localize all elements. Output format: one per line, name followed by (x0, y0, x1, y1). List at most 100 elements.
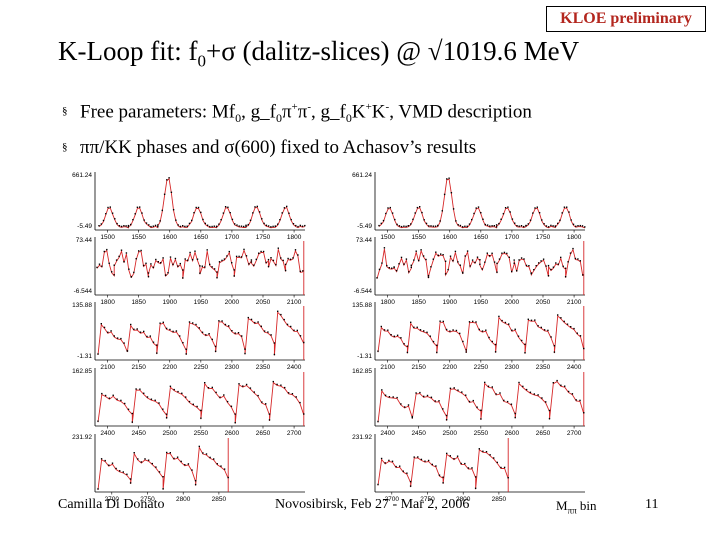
data-point (204, 266, 206, 268)
data-point (223, 258, 226, 260)
data-point (156, 352, 158, 354)
data-point (283, 207, 286, 209)
x-tick-label: 2200 (163, 364, 178, 371)
data-point (250, 318, 253, 321)
data-point (493, 457, 495, 459)
data-point (502, 213, 505, 215)
data-point (441, 210, 443, 212)
data-point (468, 223, 471, 225)
data-point (205, 334, 207, 336)
data-point (538, 262, 540, 264)
data-point (506, 400, 509, 403)
data-point (437, 254, 439, 256)
data-point (215, 391, 217, 394)
data-point (442, 408, 444, 410)
data-point (226, 400, 229, 403)
x-tick-label: 2400 (567, 364, 582, 371)
y-max-label: 73.44 (76, 237, 93, 244)
x-tick-label: 2300 (225, 364, 240, 371)
data-point (550, 336, 552, 338)
x-tick-label: 1900 (163, 299, 178, 306)
data-point (550, 224, 552, 227)
data-point (425, 222, 428, 225)
data-point (198, 327, 200, 329)
data-point (524, 352, 526, 354)
data-point (487, 385, 490, 387)
data-point (496, 461, 498, 464)
x-tick-label: 2400 (287, 364, 302, 371)
data-point (541, 219, 543, 221)
x-tick-label: 2100 (100, 364, 115, 371)
data-point (491, 340, 493, 343)
data-point (116, 222, 118, 225)
data-point (256, 205, 258, 208)
data-point (499, 392, 501, 394)
data-point (240, 256, 243, 258)
data-point (260, 325, 262, 327)
data-point (172, 263, 174, 266)
data-point (498, 222, 500, 225)
data-point (482, 218, 484, 220)
data-point (224, 323, 227, 326)
data-point (155, 466, 157, 468)
x-tick-label: 2650 (256, 430, 271, 437)
data-point (447, 268, 449, 271)
data-point (214, 345, 217, 348)
data-point (488, 336, 490, 339)
data-point (260, 250, 262, 253)
data-point (108, 262, 110, 264)
data-point (573, 327, 575, 330)
data-point (299, 224, 301, 227)
data-point (111, 212, 114, 214)
data-point (150, 263, 152, 265)
data-point (462, 271, 464, 274)
x-tick-label: 1950 (474, 299, 489, 306)
data-point (137, 458, 139, 460)
data-point (420, 249, 422, 251)
data-point (129, 478, 132, 480)
data-point (151, 462, 153, 465)
data-point (583, 412, 585, 414)
data-point (179, 335, 181, 337)
bullet-marker: § (62, 141, 68, 154)
data-point (209, 263, 211, 266)
data-point (206, 249, 208, 251)
data-point (444, 273, 447, 275)
data-point (436, 344, 438, 346)
data-point (462, 226, 464, 228)
data-point (257, 321, 259, 323)
data-point (525, 224, 527, 227)
data-point (489, 225, 491, 227)
data-point (209, 225, 211, 228)
data-point (191, 259, 194, 261)
data-point (130, 223, 132, 226)
data-point (388, 267, 390, 269)
data-point (231, 330, 233, 332)
data-point (108, 397, 111, 399)
data-point (126, 350, 129, 352)
data-point (541, 397, 543, 399)
data-point (164, 274, 167, 276)
data-point (494, 351, 497, 353)
data-point (250, 261, 253, 263)
data-point (96, 266, 98, 269)
data-point (514, 222, 516, 224)
data-point (135, 258, 137, 260)
data-point (97, 420, 99, 422)
data-point (157, 225, 159, 228)
title-sub: 0 (197, 51, 206, 71)
data-point (142, 264, 145, 267)
data-point (432, 258, 434, 260)
data-point (572, 223, 575, 225)
data-point (481, 330, 484, 332)
data-point (480, 418, 482, 420)
data-point (564, 267, 567, 269)
x-tick-label: 2550 (194, 430, 209, 437)
data-point (100, 223, 102, 225)
data-point (267, 331, 269, 333)
data-point (157, 261, 159, 263)
bullet-item-fixed-phases: § ππ/KK phases and σ(600) fixed to Achaso… (62, 133, 532, 162)
data-point (261, 401, 263, 403)
data-point (202, 218, 204, 221)
x-tick-label: 1600 (163, 234, 178, 241)
